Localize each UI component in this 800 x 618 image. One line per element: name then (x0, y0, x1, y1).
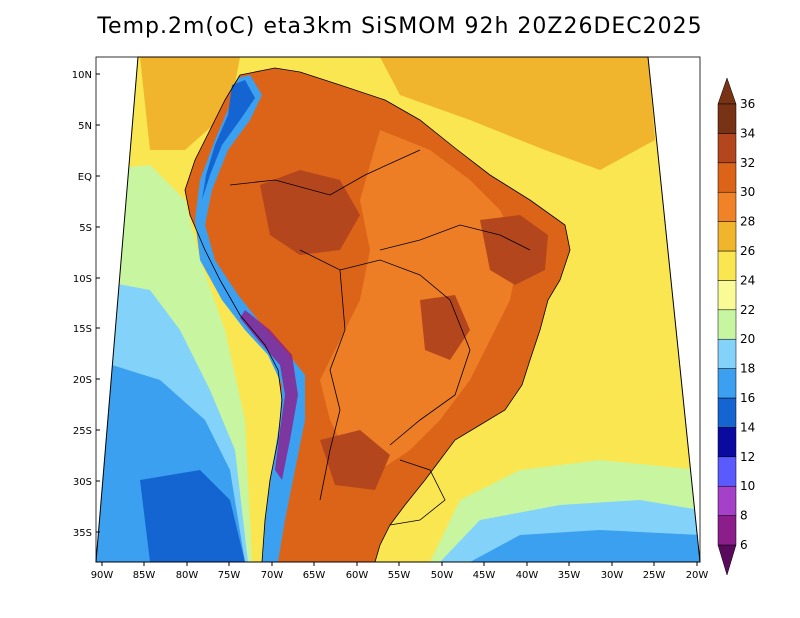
colorbar-label: 22 (740, 303, 755, 317)
lon-label: 25W (643, 570, 666, 581)
colorbar-label: 28 (740, 215, 755, 229)
andes-cold-core (240, 310, 298, 480)
colorbar-swatch (717, 103, 737, 134)
ocean-28-zone (380, 57, 655, 170)
colorbar-swatch (717, 133, 737, 164)
colorbar-swatch (717, 427, 737, 458)
colorbar-label: 34 (740, 126, 755, 140)
colorbar-swatch (717, 162, 737, 193)
colorbar-label: 36 (740, 97, 755, 111)
lon-label: 55W (388, 570, 411, 581)
border-4 (389, 459, 446, 526)
pacific-16-zone (140, 470, 245, 562)
lat-label: 10N (72, 70, 92, 81)
lon-label: 40W (516, 570, 539, 581)
lon-label: 50W (431, 570, 454, 581)
lon-label: 65W (303, 570, 326, 581)
lat-label: 25S (73, 426, 92, 437)
border-1 (229, 149, 421, 196)
lon-label: 35W (558, 570, 581, 581)
colorbar-swatch (717, 485, 737, 516)
colorbar-swatch (717, 338, 737, 369)
border-2 (299, 249, 471, 446)
colorbar-label: 18 (740, 362, 755, 376)
andes-north-ridge (202, 80, 255, 200)
colorbar-label: 24 (740, 273, 755, 287)
map-title: Temp.2m(oC) eta3km SiSMOM 92h 20Z26DEC20… (97, 14, 703, 39)
land-34-core-center (420, 295, 470, 360)
colorbar-top-arrow (717, 77, 737, 105)
pacific-28-zone (140, 57, 240, 150)
map-domain (96, 57, 700, 562)
colorbar-swatch (717, 280, 737, 311)
lon-label: 70W (261, 570, 284, 581)
colorbar-swatch (717, 515, 737, 546)
lat-label: EQ (78, 172, 92, 183)
colorbar-swatch (717, 456, 737, 487)
colorbar-bottom-arrow (717, 544, 737, 576)
land-34-core-north (260, 170, 360, 255)
colorbar-swatch (717, 397, 737, 428)
colorbar-swatch (717, 191, 737, 222)
lon-label: 60W (346, 570, 369, 581)
lon-label: 90W (91, 570, 114, 581)
lat-label: 20S (73, 375, 92, 386)
lat-label: 5S (79, 223, 92, 234)
coastline-east (239, 67, 571, 562)
colorbar-label: 12 (740, 450, 755, 464)
lon-axis: 90W 85W 80W 75W 70W 65W 60W 55W 50W 45W … (91, 562, 709, 581)
lat-label: 5N (78, 121, 92, 132)
land-34-core-northeast (480, 215, 548, 285)
lat-axis: 10N 5N EQ 5S 10S 15S 20S 25S 30S 35S (72, 70, 100, 539)
colorbar-swatch (717, 309, 737, 340)
colorbar-label: 10 (740, 479, 755, 493)
colorbar-swatch (717, 221, 737, 252)
border-5 (379, 224, 531, 251)
axes-frame (95, 56, 701, 563)
colorbar-label: 30 (740, 185, 755, 199)
colorbar-label: 26 (740, 244, 755, 258)
colorbar-swatch (717, 368, 737, 399)
lon-label: 30W (601, 570, 624, 581)
lat-label: 10S (73, 274, 92, 285)
colorbar-swatch (717, 250, 737, 281)
colorbar-label: 14 (740, 420, 755, 434)
lat-label: 15S (73, 324, 92, 335)
colorbar-label: 32 (740, 156, 755, 170)
coastline-west (184, 74, 283, 562)
colorbar-label: 20 (740, 332, 755, 346)
lat-label: 35S (73, 528, 92, 539)
colorbar-label: 8 (740, 509, 748, 523)
lon-label: 45W (473, 570, 496, 581)
lon-label: 20W (686, 570, 709, 581)
colorbar: 6 8 10 12 14 16 18 20 22 24 26 28 30 32 34 36 (717, 77, 755, 576)
colorbar-label: 6 (740, 538, 748, 552)
lon-label: 75W (218, 570, 241, 581)
colorbar-label: 16 (740, 391, 755, 405)
border-3 (319, 269, 346, 501)
lon-label: 80W (176, 570, 199, 581)
country-borders (184, 67, 571, 562)
lon-label: 85W (133, 570, 156, 581)
lat-label: 30S (73, 477, 92, 488)
atlantic-18-zone (470, 530, 700, 562)
land-34-core-south (320, 430, 390, 490)
